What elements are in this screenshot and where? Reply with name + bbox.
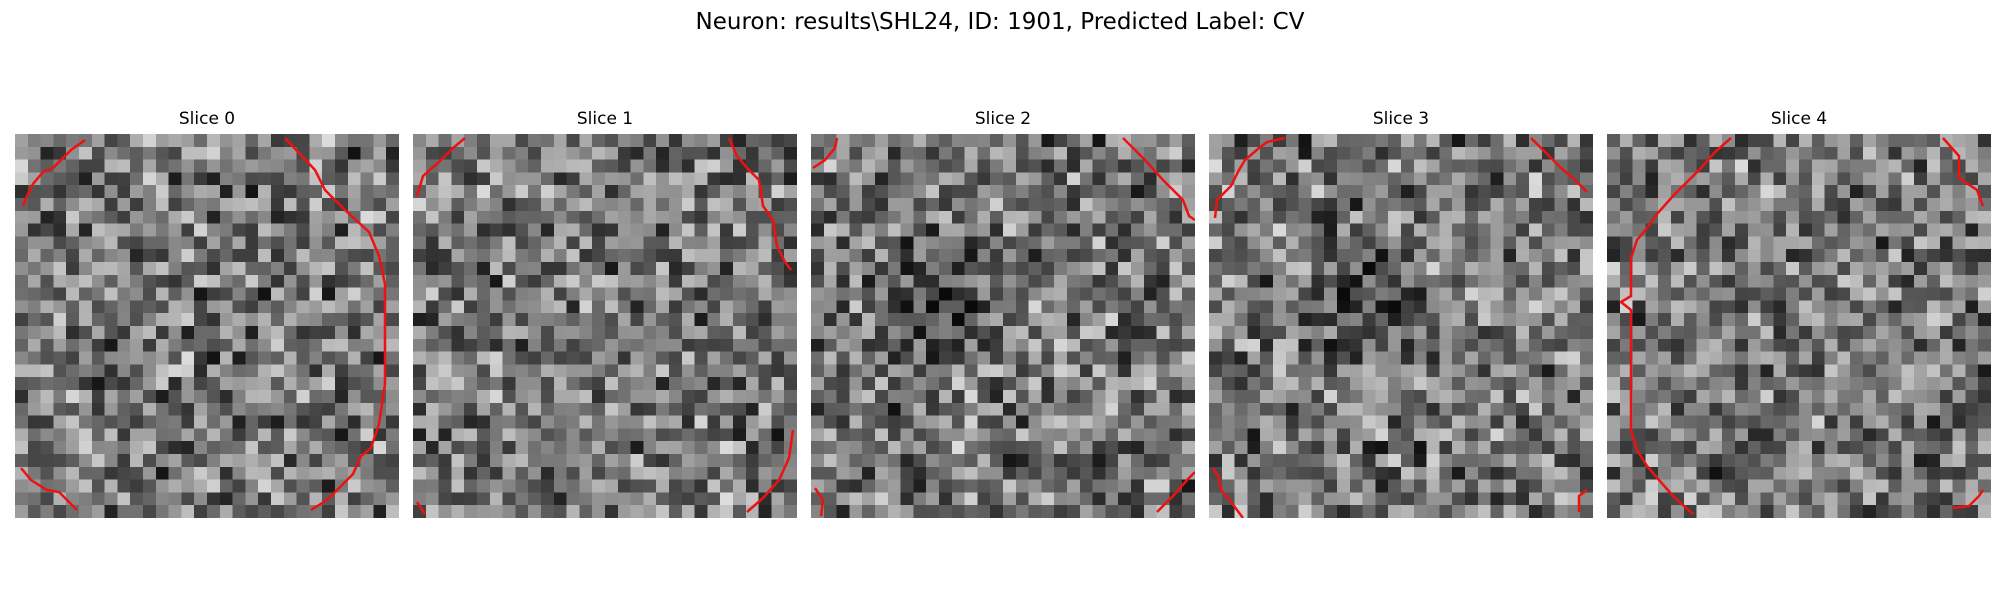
- contour-line: [1577, 489, 1588, 512]
- slice-image-frame: [413, 134, 797, 518]
- slice-image: [811, 134, 1195, 518]
- contour-line: [415, 137, 466, 197]
- slice-title: Slice 1: [576, 109, 634, 129]
- contour-line: [1530, 137, 1588, 193]
- contour-line: [1618, 137, 1732, 515]
- contour-line: [1156, 471, 1195, 513]
- slice-title: Slice 2: [974, 109, 1032, 129]
- contour-line: [727, 137, 792, 271]
- slice-image: [413, 134, 797, 518]
- contour-line: [1122, 137, 1195, 222]
- contour-overlay: [1211, 136, 1588, 518]
- contour-line: [1952, 489, 1985, 510]
- contour-line: [1213, 136, 1286, 219]
- contour-overlay: [1618, 137, 1985, 515]
- slice-image: [15, 134, 399, 518]
- slice-title: Slice 4: [1770, 109, 1828, 129]
- contour-line: [1211, 467, 1244, 518]
- contour-line: [20, 467, 78, 511]
- slice-image-frame: [1209, 134, 1593, 518]
- contour-line: [284, 137, 387, 512]
- contour-overlay: [20, 137, 387, 512]
- contour-line: [812, 137, 839, 170]
- slice-title: Slice 3: [1372, 109, 1430, 129]
- slice-image-frame: [811, 134, 1195, 518]
- contour-line: [415, 501, 427, 515]
- contour-line: [1942, 137, 1985, 207]
- contour-line: [746, 429, 795, 513]
- slice-image: [1209, 134, 1593, 518]
- contour-overlay: [812, 137, 1195, 517]
- slice-title: Slice 0: [178, 109, 236, 129]
- contour-overlay: [415, 137, 795, 515]
- contour-line: [21, 138, 86, 207]
- figure-title: Neuron: results\SHL24, ID: 1901, Predict…: [695, 9, 1305, 35]
- slice-image-frame: [15, 134, 399, 518]
- slice-image-frame: [1607, 134, 1991, 518]
- contour-line: [813, 487, 825, 517]
